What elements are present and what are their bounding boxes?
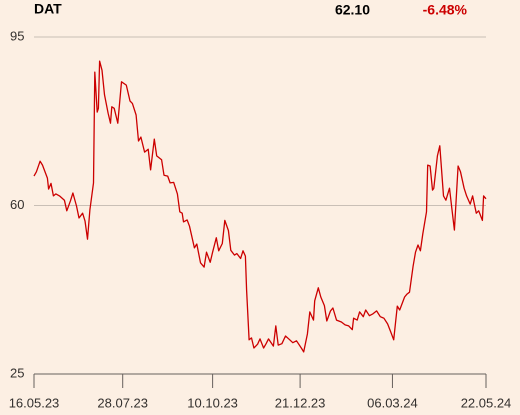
last-price: 62.10 <box>335 2 370 18</box>
y-tick-label: 95 <box>10 28 24 43</box>
x-tick-label: 21.12.23 <box>275 395 326 410</box>
ticker: DAT <box>34 1 62 17</box>
x-tick-label: 10.10.23 <box>187 395 238 410</box>
x-tick-label: 28.07.23 <box>97 395 148 410</box>
x-tick-label: 22.05.24 <box>461 395 512 410</box>
x-tick-label: 16.05.23 <box>9 395 60 410</box>
x-tick-label: 06.03.24 <box>367 395 418 410</box>
y-tick-label: 25 <box>10 365 24 380</box>
price-line <box>33 60 487 353</box>
price-change: -6.48% <box>423 2 468 18</box>
y-tick-label: 60 <box>10 197 24 212</box>
